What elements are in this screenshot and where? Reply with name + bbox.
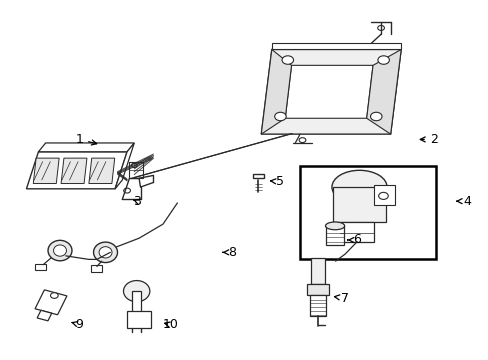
Bar (132, 291, 141, 312)
Ellipse shape (99, 247, 112, 258)
Bar (325, 226, 344, 245)
Ellipse shape (325, 222, 344, 230)
Bar (253, 174, 263, 178)
Polygon shape (33, 158, 59, 184)
Bar (129, 162, 142, 178)
Bar (373, 185, 395, 205)
Text: 2: 2 (419, 133, 437, 146)
Circle shape (370, 112, 381, 121)
Circle shape (131, 163, 137, 167)
Ellipse shape (93, 242, 117, 262)
Bar (35, 264, 45, 270)
Bar (309, 294, 325, 316)
Bar (340, 222, 373, 242)
Text: 8: 8 (223, 246, 236, 259)
Circle shape (123, 188, 130, 193)
Bar (127, 311, 151, 328)
Polygon shape (89, 158, 115, 184)
Polygon shape (261, 49, 400, 134)
Circle shape (282, 56, 293, 64)
Polygon shape (271, 43, 400, 49)
Circle shape (377, 26, 384, 30)
Polygon shape (26, 152, 127, 189)
Text: 4: 4 (456, 195, 470, 208)
Polygon shape (115, 143, 134, 189)
Bar (91, 265, 102, 272)
Polygon shape (37, 310, 52, 321)
Circle shape (378, 192, 387, 199)
Ellipse shape (53, 245, 66, 256)
Polygon shape (35, 290, 67, 315)
Text: 10: 10 (162, 318, 178, 331)
Ellipse shape (48, 240, 72, 261)
Ellipse shape (331, 170, 386, 204)
Polygon shape (61, 158, 87, 184)
Text: 7: 7 (334, 292, 348, 305)
Text: 5: 5 (270, 175, 284, 188)
Polygon shape (39, 143, 134, 152)
Text: 6: 6 (347, 234, 360, 247)
Text: 9: 9 (72, 318, 83, 331)
Circle shape (50, 293, 58, 298)
Polygon shape (261, 49, 291, 134)
Ellipse shape (123, 280, 149, 302)
Polygon shape (366, 49, 400, 134)
Text: 3: 3 (132, 195, 141, 208)
Text: 1: 1 (75, 133, 97, 146)
Circle shape (377, 56, 388, 64)
Polygon shape (285, 65, 372, 118)
Circle shape (299, 138, 305, 143)
Bar (299, 166, 435, 259)
Polygon shape (306, 284, 328, 294)
Circle shape (274, 112, 285, 121)
Bar (332, 187, 385, 222)
Bar (310, 258, 325, 284)
